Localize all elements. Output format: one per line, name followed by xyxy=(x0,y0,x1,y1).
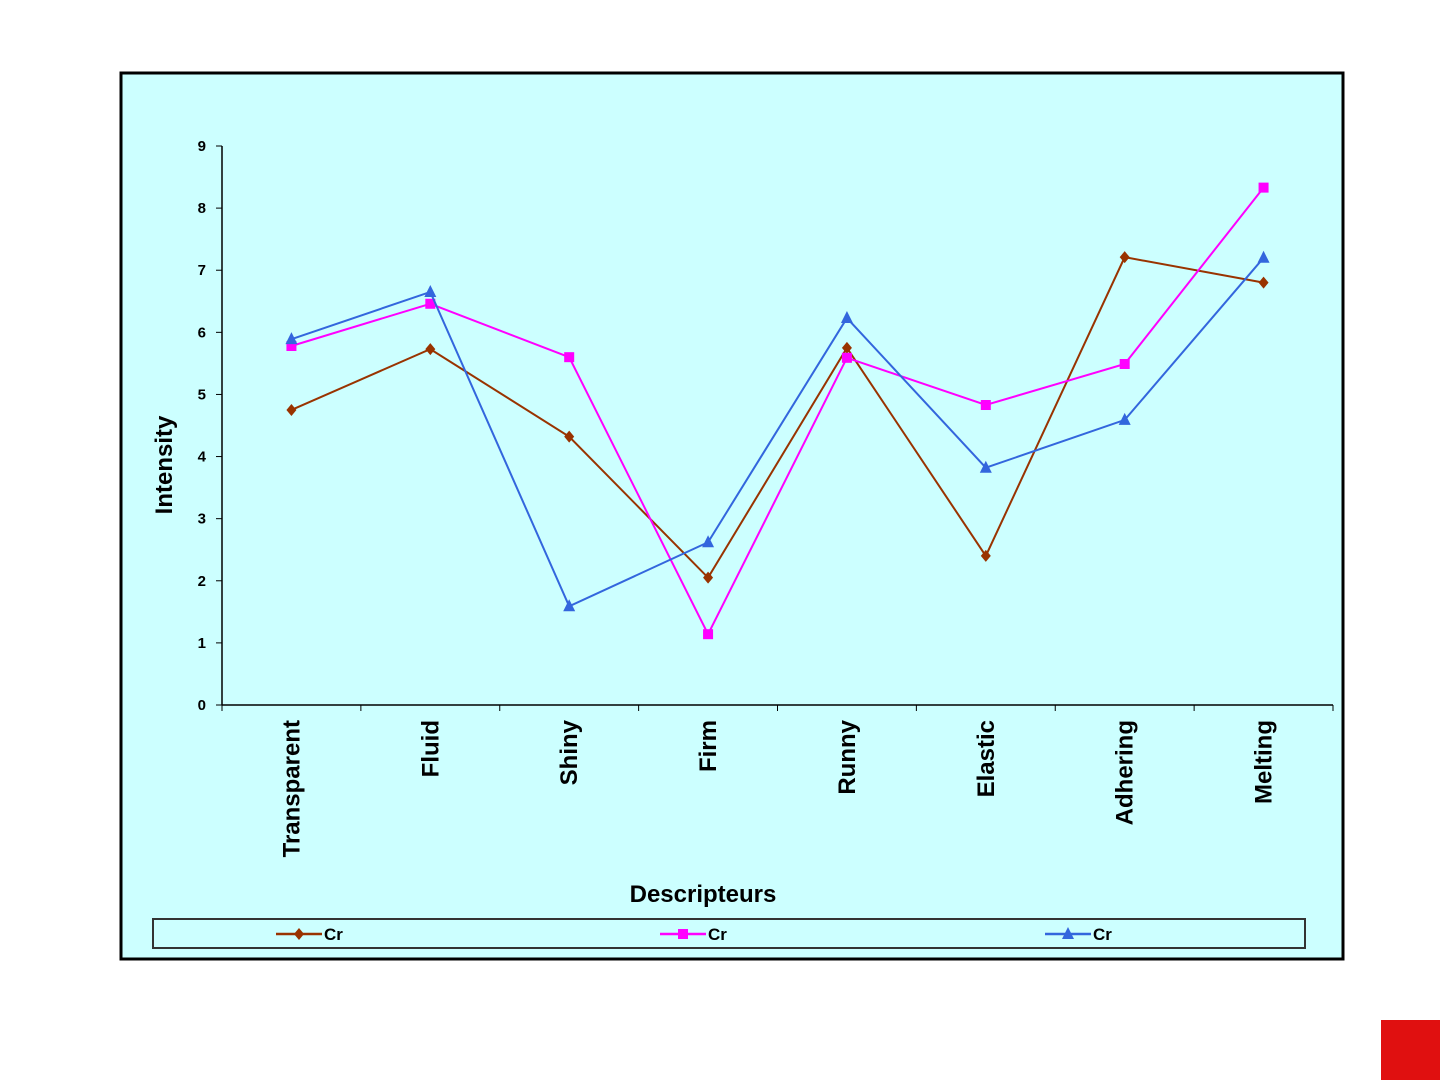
data-point xyxy=(1257,250,1270,263)
y-tick-label: 4 xyxy=(198,449,207,466)
data-point xyxy=(286,340,297,351)
y-tick-label: 2 xyxy=(198,573,206,590)
data-point xyxy=(425,343,436,356)
data-point xyxy=(564,352,575,363)
x-tick-label: Melting xyxy=(1251,720,1278,804)
data-point xyxy=(702,535,715,548)
y-tick-label: 8 xyxy=(198,200,206,217)
legend-marker-icon xyxy=(1062,927,1074,939)
y-tick-label: 0 xyxy=(198,697,206,714)
data-point xyxy=(980,400,991,411)
legend-label: Cr xyxy=(708,925,727,944)
legend-marker-icon xyxy=(678,929,688,939)
x-axis-label: Descripteurs xyxy=(630,881,777,908)
series-2 xyxy=(286,182,1269,640)
data-point xyxy=(424,284,437,297)
x-tick-label: Adhering xyxy=(1112,720,1139,825)
y-tick-label: 6 xyxy=(198,324,206,341)
series-line xyxy=(291,256,1264,580)
data-point xyxy=(564,430,575,443)
x-tick-label: Firm xyxy=(695,720,722,772)
legend-label: Cr xyxy=(324,925,343,944)
data-point xyxy=(1118,412,1131,425)
data-point xyxy=(703,629,714,640)
legend-box xyxy=(152,918,1306,949)
y-tick-label: 9 xyxy=(198,138,206,155)
x-tick-label: Shiny xyxy=(556,719,583,785)
data-point xyxy=(841,341,852,354)
data-point xyxy=(980,549,991,562)
data-point xyxy=(285,332,298,345)
legend-entry: Cr xyxy=(276,925,343,944)
legend-marker-icon xyxy=(294,928,304,940)
data-point xyxy=(703,571,714,584)
slide-corner-marker xyxy=(1381,1020,1440,1080)
data-point xyxy=(1119,359,1130,370)
data-point xyxy=(1258,276,1269,289)
data-point xyxy=(286,403,297,416)
y-tick-label: 5 xyxy=(198,386,206,403)
y-axis-label: Intensity xyxy=(151,415,178,514)
data-point xyxy=(1258,182,1269,193)
series-line xyxy=(291,186,1265,637)
series-1 xyxy=(286,251,1269,584)
y-tick-label: 1 xyxy=(198,635,206,652)
series-3 xyxy=(285,250,1270,612)
data-point xyxy=(979,460,992,473)
x-tick-label: Transparent xyxy=(278,720,305,857)
data-point xyxy=(840,311,853,324)
data-point xyxy=(841,352,852,363)
data-point xyxy=(425,298,436,309)
x-tick-label: Elastic xyxy=(973,720,1000,797)
legend-label: Cr xyxy=(1093,925,1112,944)
chart-frame xyxy=(119,71,1345,961)
y-tick-label: 7 xyxy=(198,262,206,279)
legend-entry: Cr xyxy=(660,925,727,944)
data-point xyxy=(1119,251,1130,264)
x-tick-label: Runny xyxy=(834,719,861,794)
legend-entry: Cr xyxy=(1045,925,1112,944)
y-tick-label: 3 xyxy=(198,511,206,528)
x-tick-label: Fluid xyxy=(417,720,444,777)
series-line xyxy=(291,257,1265,608)
data-point xyxy=(563,599,576,612)
